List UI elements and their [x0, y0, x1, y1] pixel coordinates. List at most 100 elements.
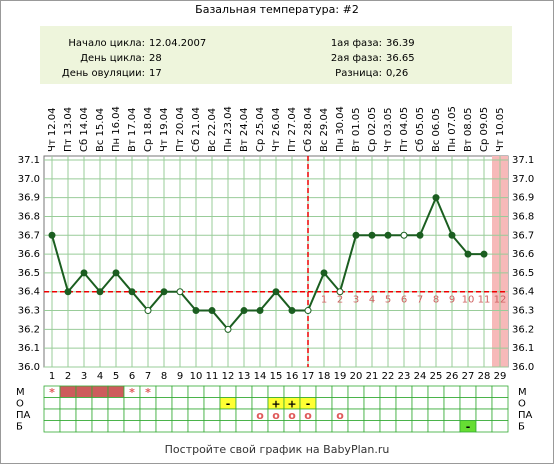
cell [427, 408, 445, 421]
x-tick-label: 12 [222, 371, 235, 382]
cell [331, 385, 349, 398]
cell [363, 420, 381, 433]
x-tick-label: 3 [81, 371, 87, 382]
cell [411, 420, 429, 433]
cell [363, 385, 381, 398]
temperature-point [272, 288, 280, 296]
cell-symbol: * [145, 386, 151, 399]
cell [251, 420, 269, 433]
temperature-point [128, 288, 136, 296]
cell [235, 397, 253, 410]
cell-symbol: o [272, 409, 280, 422]
temperature-point [96, 288, 104, 296]
x-tick-label: 20 [350, 371, 363, 382]
y-tick-label: 36.5 [18, 268, 40, 279]
cell [299, 420, 317, 433]
cell [171, 420, 189, 433]
y-tick-label: 37.0 [18, 174, 40, 185]
date-label: Чт 26.04 [271, 108, 282, 153]
cell [347, 420, 365, 433]
temperature-point [432, 194, 440, 202]
cell [283, 385, 301, 398]
cell [331, 420, 349, 433]
date-label: Вс 06.05 [431, 108, 442, 152]
cell [395, 397, 413, 410]
cell [475, 420, 493, 433]
cell [491, 408, 509, 421]
x-tick-label: 29 [494, 371, 507, 382]
phase2-label: 1 [321, 295, 327, 306]
cell [139, 408, 157, 421]
y-tick-label: 36.2 [18, 324, 40, 335]
cell [75, 408, 93, 421]
y-tick-label-right: 36.8 [512, 211, 534, 222]
x-tick-label: 24 [414, 371, 427, 382]
x-tick-label: 11 [206, 371, 219, 382]
temperature-point [144, 307, 152, 315]
info-value: 12.04.2007 [149, 38, 206, 49]
cell [315, 397, 333, 410]
x-tick-label: 5 [113, 371, 119, 382]
cell [267, 420, 285, 433]
date-label: Ср 09.05 [479, 107, 490, 152]
row-label: М [16, 387, 25, 398]
cell [443, 420, 461, 433]
cell-symbol: - [226, 397, 231, 410]
y-tick-label: 36.1 [18, 343, 40, 354]
cell [251, 397, 269, 410]
date-label: Сб 21.04 [191, 107, 202, 152]
cell [171, 385, 189, 398]
x-tick-label: 21 [366, 371, 379, 382]
cell [491, 385, 509, 398]
info-box [40, 26, 512, 84]
cell [491, 397, 509, 410]
x-tick-label: 26 [446, 371, 459, 382]
phase2-label: 8 [433, 295, 439, 306]
temperature-point [336, 288, 344, 296]
row-label: ПА [16, 410, 31, 421]
cell [91, 408, 109, 421]
temperature-point [48, 231, 56, 239]
cell [107, 420, 125, 433]
x-tick-label: 13 [238, 371, 251, 382]
y-tick-label-right: 36.1 [512, 343, 534, 354]
date-label: Пт 13.04 [63, 107, 74, 152]
y-tick-label: 36.7 [18, 230, 40, 241]
row-label-right: М [518, 387, 527, 398]
cell [171, 408, 189, 421]
temperature-point [464, 250, 472, 258]
cell [315, 385, 333, 398]
cell [427, 385, 445, 398]
temperature-point [400, 231, 408, 239]
phase2-label: 7 [417, 295, 423, 306]
cell [139, 397, 157, 410]
y-tick-label-right: 36.5 [512, 268, 534, 279]
row-label-right: Б [518, 421, 525, 432]
cell [123, 397, 141, 410]
cell [379, 420, 397, 433]
date-label: Пт 04.05 [399, 107, 410, 152]
date-label: Ср 02.05 [367, 107, 378, 152]
date-label: Вс 29.04 [319, 108, 330, 152]
x-tick-label: 22 [382, 371, 395, 382]
y-tick-label-right: 37.0 [512, 174, 534, 185]
y-tick-label-right: 36.7 [512, 230, 534, 241]
cell-symbol: * [129, 386, 135, 399]
cell [123, 420, 141, 433]
row-label-right: ПА [518, 410, 533, 421]
footer: Постройте свой график на BabyPlan.ru [165, 443, 390, 456]
temperature-point [64, 288, 72, 296]
info-label: 1ая фаза: [331, 38, 382, 49]
cell [459, 397, 477, 410]
info-value: 0,26 [386, 68, 408, 79]
info-value: 17 [149, 68, 162, 79]
y-tick-label: 36.4 [18, 287, 40, 298]
x-tick-label: 15 [270, 371, 283, 382]
cell-symbol: o [288, 409, 296, 422]
y-tick-label: 36.0 [18, 362, 40, 373]
cell [187, 408, 205, 421]
x-tick-label: 6 [129, 371, 135, 382]
cell [59, 397, 77, 410]
cell [203, 420, 221, 433]
date-label: Чт 03.05 [383, 108, 394, 153]
